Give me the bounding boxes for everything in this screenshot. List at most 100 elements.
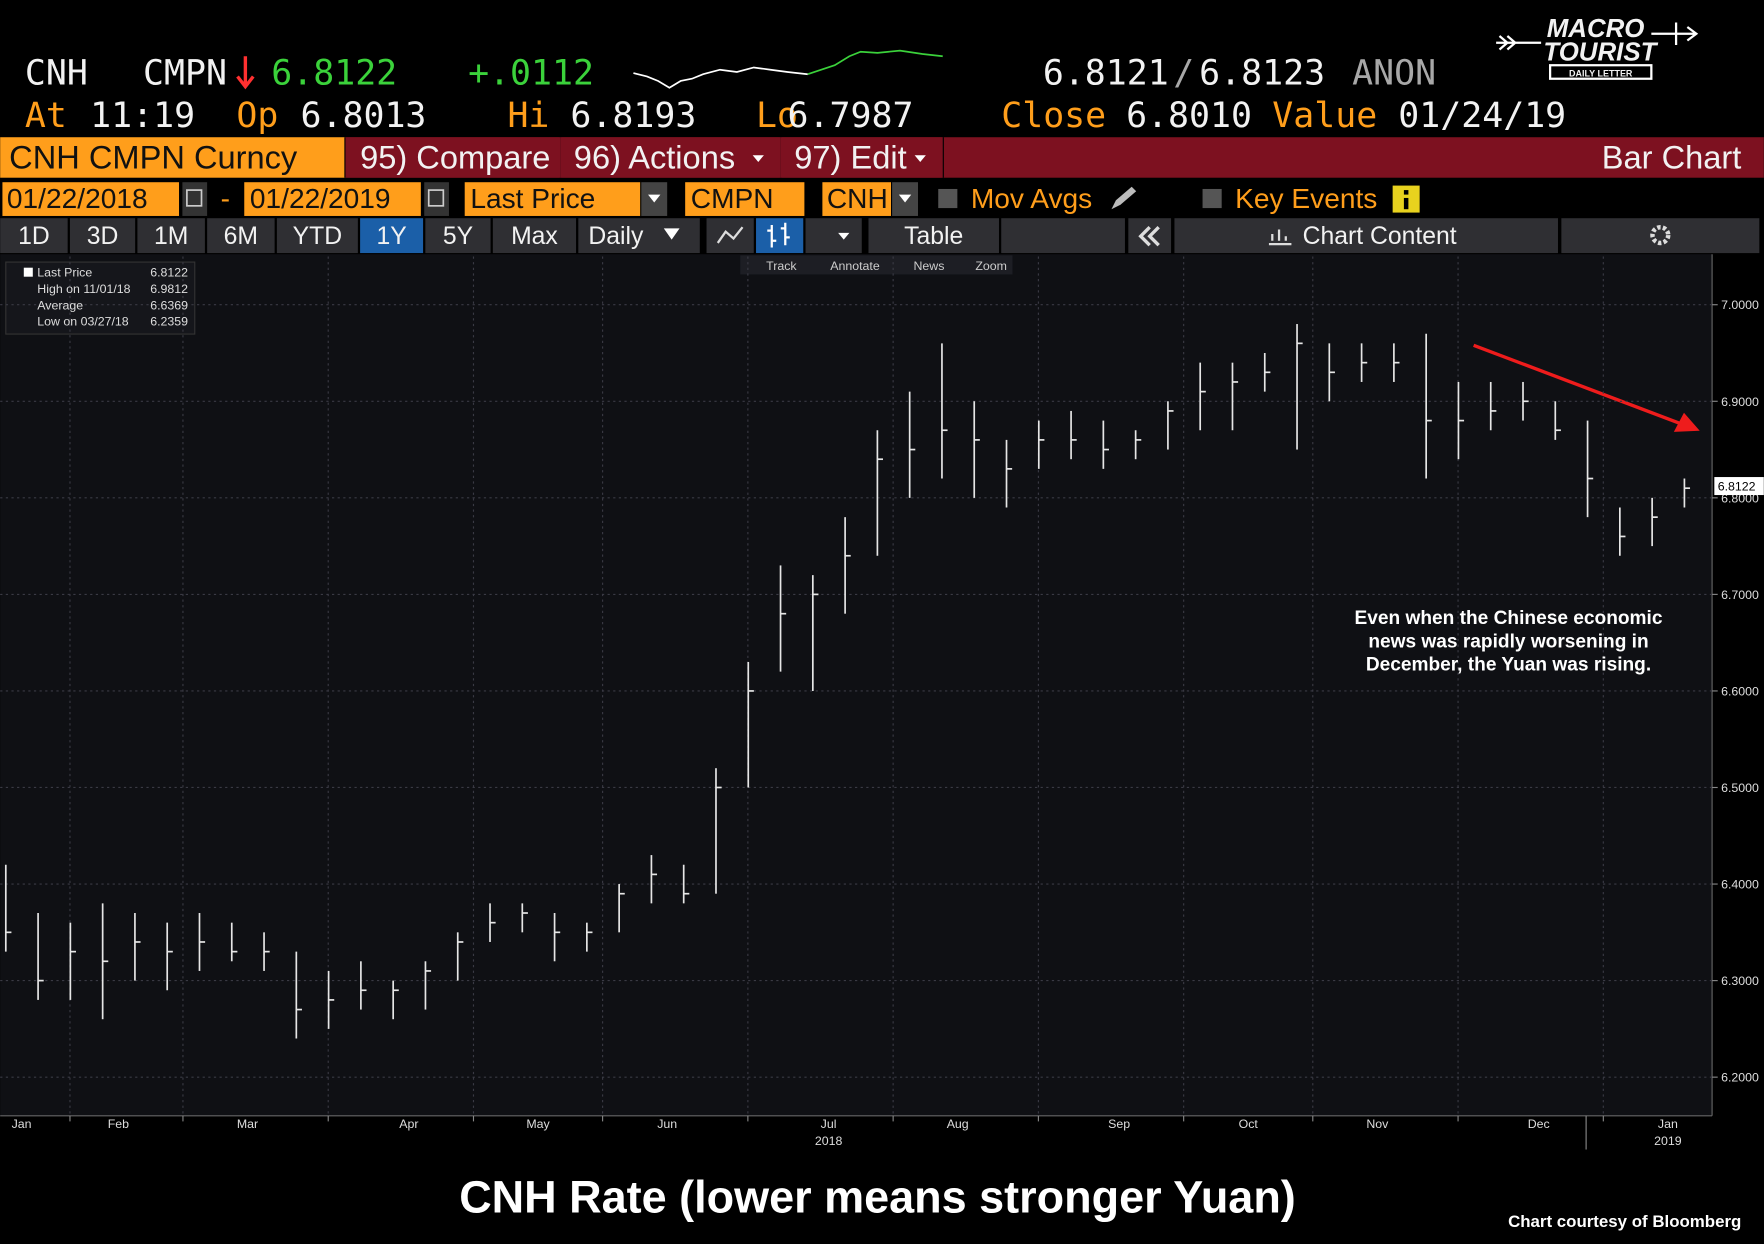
- chart-title: CNH Rate (lower means stronger Yuan): [459, 1172, 1296, 1223]
- label: Lo: [756, 96, 798, 136]
- chart-tool: News: [913, 259, 944, 273]
- end-date-input[interactable]: [244, 182, 421, 216]
- table-button[interactable]: [868, 218, 999, 254]
- chart: 6.20006.30006.40006.50006.60006.70006.80…: [0, 256, 1764, 1150]
- x-tick-label: Jan: [12, 1117, 32, 1131]
- stat-value: 6.9812: [150, 282, 188, 296]
- view-label: Bar Chart: [1602, 139, 1742, 176]
- range-button[interactable]: [425, 218, 491, 254]
- stat-label: Average: [37, 298, 83, 312]
- y-tick-label: 6.5000: [1721, 781, 1759, 795]
- y-tick-label: 6.7000: [1721, 588, 1759, 602]
- value-date: 01/24/19: [1398, 96, 1566, 136]
- label: Hi: [507, 96, 549, 136]
- stat-value: 6.8122: [150, 266, 188, 280]
- bar-icon: [767, 222, 790, 248]
- field-select[interactable]: [464, 182, 641, 216]
- checkbox[interactable]: [1202, 188, 1222, 209]
- stat-label: High on 11/01/18: [37, 282, 130, 296]
- x-tick-label: Dec: [1528, 1117, 1550, 1131]
- settings-button[interactable]: [1561, 218, 1760, 254]
- x-tick-label: Nov: [1366, 1117, 1389, 1131]
- calendar-icons: [186, 189, 445, 207]
- range-button[interactable]: [137, 218, 205, 254]
- range-label: YTD: [293, 223, 342, 250]
- bid: 6.8121: [1043, 53, 1169, 93]
- range-button[interactable]: [69, 218, 136, 254]
- trend-arrow: [1473, 343, 1683, 426]
- actions-label: 96) Actions: [574, 139, 735, 176]
- logo-tagline: DAILY LETTER: [1569, 68, 1633, 78]
- logo-icon: [1496, 22, 1699, 80]
- sparkline: [633, 66, 808, 89]
- currency-select[interactable]: [822, 182, 891, 216]
- edit-icon[interactable]: [1111, 186, 1137, 210]
- chart-icon: [1268, 229, 1292, 246]
- key-events: Key Events: [1235, 183, 1377, 214]
- annotation: news was rapidly worsening in: [1368, 631, 1648, 652]
- credit: Chart courtesy of Bloomberg: [1508, 1212, 1741, 1231]
- source-input[interactable]: [685, 182, 805, 216]
- legend-swatch: [23, 267, 33, 277]
- x-tick-label: Apr: [399, 1117, 418, 1131]
- compare-label: 95) Compare: [360, 139, 550, 176]
- range-button-active[interactable]: [360, 218, 424, 254]
- source-field: CMPN: [691, 183, 774, 214]
- moving-averages: Mov Avgs: [971, 183, 1092, 214]
- actions-button[interactable]: [560, 137, 781, 178]
- y-axis-area: [1712, 254, 1764, 1116]
- range-button[interactable]: [207, 218, 275, 254]
- x-tick-label: Sep: [1108, 1117, 1130, 1131]
- range-label: 5Y: [443, 223, 473, 250]
- y-tick-label: 6.2000: [1721, 1071, 1759, 1085]
- x-tick-label: Jul: [821, 1117, 837, 1131]
- chart-tool: Zoom: [975, 259, 1007, 273]
- edit-button[interactable]: [780, 137, 943, 178]
- info-glyph: [1403, 190, 1409, 195]
- range-label: Max: [511, 223, 558, 250]
- range-label: 6M: [224, 223, 258, 250]
- range-button[interactable]: [492, 218, 577, 254]
- time: 11:19: [90, 96, 195, 136]
- collapse-icon: [1138, 226, 1160, 247]
- range-label: 1M: [154, 223, 188, 250]
- year-label: 2018: [815, 1134, 843, 1148]
- checkbox[interactable]: [938, 188, 958, 209]
- range-button[interactable]: [0, 218, 68, 254]
- open: 6.8013: [300, 96, 426, 136]
- separator: /: [1173, 53, 1194, 93]
- ticker-box[interactable]: [0, 137, 346, 178]
- field: Last Price: [470, 183, 595, 214]
- x-tick-label: May: [526, 1117, 550, 1131]
- line-icon: [716, 226, 744, 244]
- type-dropdown[interactable]: [805, 218, 862, 254]
- bar-type-button[interactable]: [756, 218, 804, 254]
- table-label: Table: [904, 223, 963, 250]
- frequency-label: Daily: [588, 223, 644, 250]
- frequency-select[interactable]: [578, 218, 700, 254]
- dash: -: [221, 183, 230, 214]
- close: 6.8010: [1126, 96, 1252, 136]
- y-tick-label: 6.4000: [1721, 878, 1759, 892]
- x-tick-label: Oct: [1239, 1117, 1259, 1131]
- range-buttons: [0, 218, 1760, 254]
- label: Value: [1272, 96, 1377, 136]
- currency: CNH: [827, 183, 888, 214]
- chart-content-label: Chart Content: [1303, 223, 1457, 250]
- start-date-input[interactable]: [2, 182, 180, 216]
- gear-icon: [1650, 224, 1671, 246]
- y-tick-label: 6.3000: [1721, 974, 1759, 988]
- end-date: 01/22/2019: [250, 183, 391, 214]
- legend-box: [5, 261, 196, 335]
- chart-content-button[interactable]: [1174, 218, 1558, 254]
- x-tick-label: Aug: [947, 1117, 969, 1131]
- change: +.0112: [468, 53, 594, 93]
- x-tick-label: Mar: [237, 1117, 258, 1131]
- range-label: 1Y: [376, 223, 406, 250]
- compare-button[interactable]: [345, 137, 561, 178]
- source: CMPN: [143, 53, 227, 93]
- low: 6.7987: [788, 96, 914, 136]
- label: At: [25, 96, 67, 136]
- range-button[interactable]: [276, 218, 358, 254]
